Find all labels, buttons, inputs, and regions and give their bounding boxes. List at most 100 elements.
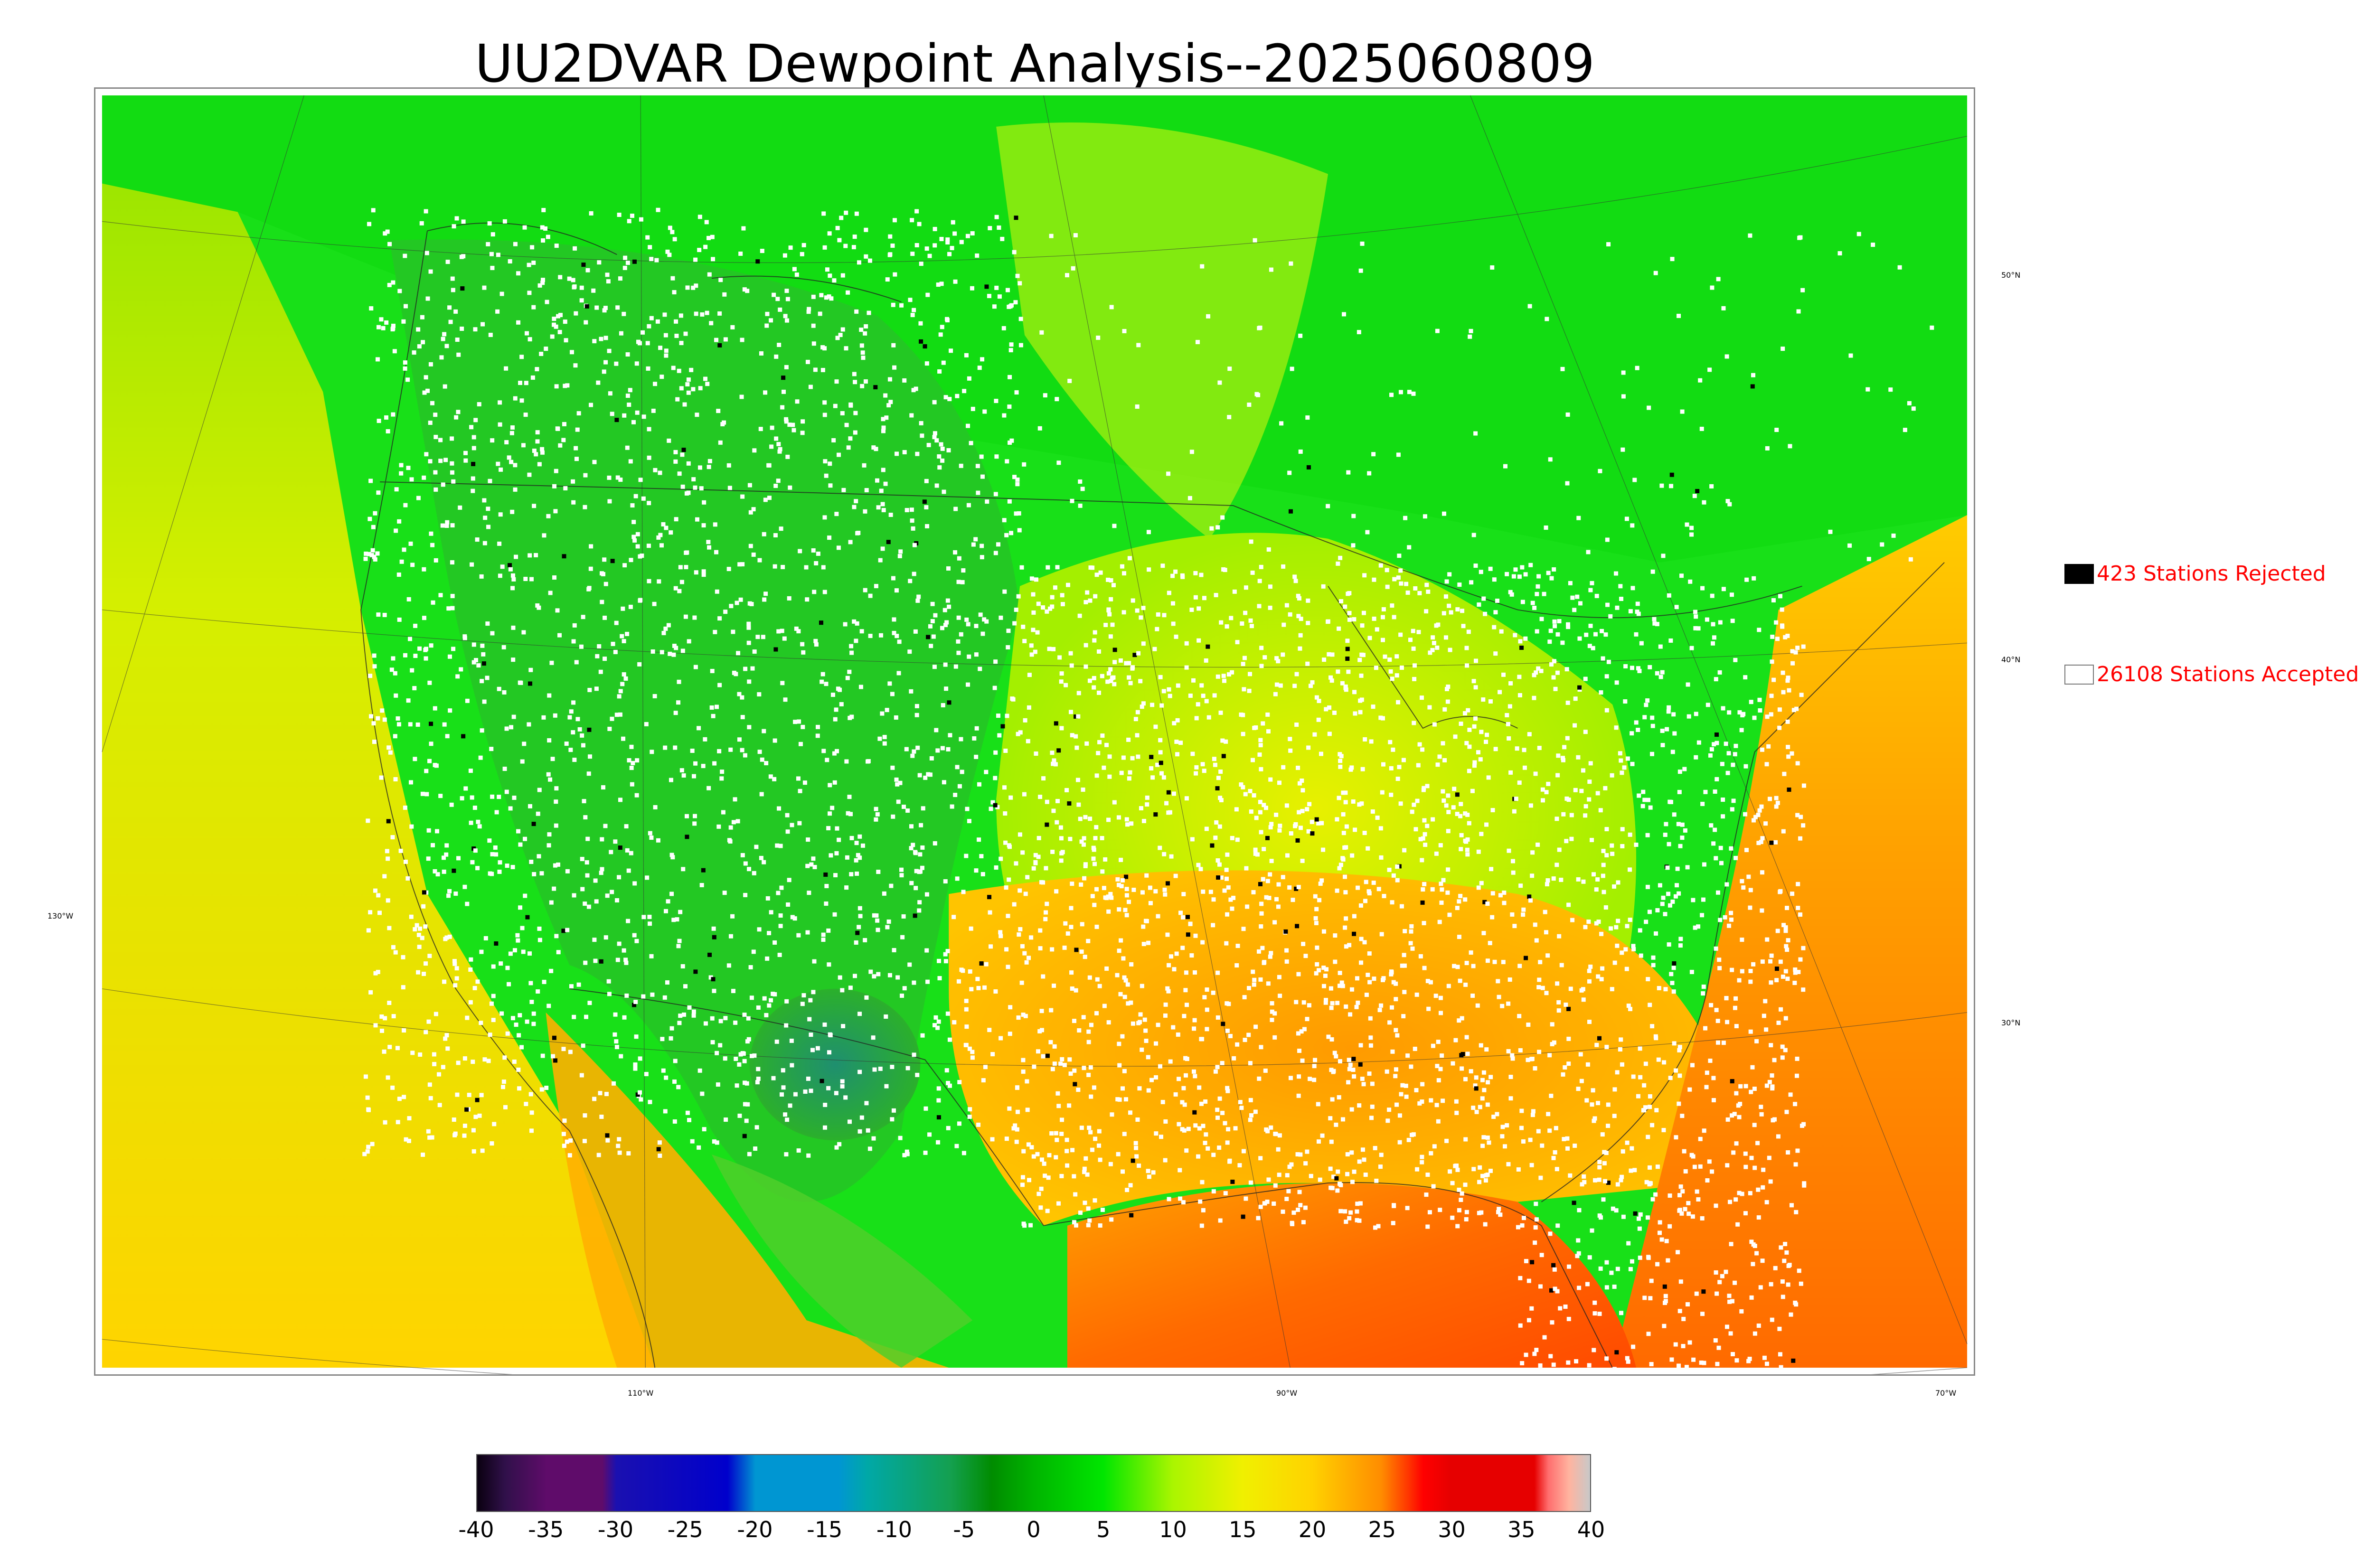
station-accepted: [512, 796, 517, 800]
station-accepted: [1292, 684, 1297, 688]
lon-label-90: 90°W: [1276, 1389, 1298, 1398]
station-accepted: [1641, 789, 1646, 794]
station-accepted: [557, 329, 562, 334]
station-accepted: [1665, 727, 1669, 732]
station-accepted: [910, 518, 914, 523]
station-accepted: [1410, 1133, 1414, 1137]
station-accepted: [1015, 1127, 1019, 1132]
station-accepted: [647, 455, 651, 460]
station-accepted: [514, 1023, 518, 1027]
station-accepted: [809, 1033, 813, 1037]
station-accepted: [1159, 1135, 1163, 1139]
station-accepted: [1115, 877, 1120, 882]
station-accepted: [1394, 1102, 1399, 1107]
station-accepted: [1432, 722, 1437, 727]
station-accepted: [1691, 1357, 1696, 1362]
station-accepted: [1107, 774, 1112, 779]
station-accepted: [428, 1096, 433, 1100]
station-accepted: [945, 240, 950, 244]
station-accepted: [1455, 1224, 1460, 1229]
station-accepted: [801, 993, 806, 998]
station-accepted: [1279, 421, 1284, 426]
station-accepted: [1218, 710, 1223, 715]
station-accepted: [981, 1078, 986, 1083]
station-accepted: [1606, 1102, 1611, 1107]
station-accepted: [1253, 847, 1258, 852]
station-accepted: [685, 1110, 690, 1115]
station-accepted: [1155, 627, 1159, 631]
station-accepted: [636, 339, 641, 344]
station-accepted: [1671, 712, 1676, 717]
station-accepted: [881, 468, 886, 472]
station-accepted: [974, 868, 979, 873]
station-accepted: [1200, 940, 1205, 945]
station-accepted: [1752, 818, 1756, 823]
station-accepted: [752, 871, 756, 875]
station-accepted: [1484, 1173, 1488, 1178]
station-accepted: [1247, 403, 1252, 407]
station-accepted: [1051, 761, 1055, 766]
station-accepted: [943, 952, 948, 957]
station-accepted: [1230, 670, 1234, 675]
station-accepted: [1382, 894, 1386, 899]
station-accepted: [1197, 1126, 1202, 1131]
station-accepted: [681, 773, 686, 778]
station-accepted: [861, 356, 866, 360]
station-accepted: [671, 366, 676, 370]
station-accepted: [1593, 1178, 1598, 1183]
station-accepted: [697, 726, 701, 731]
station-accepted: [1565, 1136, 1570, 1141]
station-accepted: [1779, 1245, 1783, 1250]
station-accepted: [1161, 689, 1166, 694]
station-accepted: [912, 572, 916, 576]
station-accepted: [992, 685, 997, 690]
station-accepted: [1353, 711, 1357, 716]
station-accepted: [1756, 1215, 1761, 1220]
station-accepted: [1584, 632, 1589, 637]
station-accepted: [1156, 1023, 1160, 1027]
station-accepted: [1668, 799, 1673, 804]
station-accepted: [1677, 1045, 1682, 1050]
station-accepted: [455, 1092, 460, 1097]
station-accepted: [430, 1135, 434, 1140]
station-accepted: [424, 792, 429, 797]
station-accepted: [1357, 330, 1361, 335]
station-accepted: [740, 715, 745, 720]
station-accepted: [899, 867, 904, 872]
station-accepted: [1355, 1209, 1359, 1214]
station-accepted: [1692, 494, 1697, 498]
station-accepted: [1455, 607, 1460, 612]
station-accepted: [815, 724, 820, 729]
station-accepted: [371, 721, 376, 726]
station-accepted: [416, 327, 421, 332]
station-accepted: [1199, 1037, 1204, 1042]
station-accepted: [1326, 504, 1330, 508]
station-accepted: [846, 445, 851, 450]
station-accepted: [393, 950, 398, 955]
station-accepted: [1454, 1110, 1459, 1115]
station-accepted: [1296, 972, 1301, 976]
station-rejected: [1074, 948, 1079, 952]
station-accepted: [996, 542, 1001, 547]
station-accepted: [1718, 620, 1723, 625]
station-accepted: [1650, 715, 1655, 720]
station-accepted: [910, 313, 915, 318]
station-accepted: [427, 1135, 432, 1140]
station-accepted: [1211, 897, 1216, 902]
station-accepted: [1448, 1169, 1452, 1174]
station-accepted: [1181, 892, 1186, 896]
station-accepted: [703, 244, 708, 249]
station-accepted: [1596, 974, 1601, 979]
station-accepted: [1748, 979, 1753, 984]
station-accepted: [661, 1068, 666, 1073]
station-accepted: [1152, 647, 1157, 651]
station-accepted: [857, 834, 862, 839]
station-accepted: [664, 353, 669, 358]
station-accepted: [399, 559, 404, 564]
station-accepted: [1166, 471, 1171, 476]
station-accepted: [704, 220, 709, 225]
station-accepted: [685, 814, 689, 818]
station-accepted: [902, 450, 907, 454]
station-accepted: [537, 788, 542, 792]
station-accepted: [936, 282, 941, 287]
